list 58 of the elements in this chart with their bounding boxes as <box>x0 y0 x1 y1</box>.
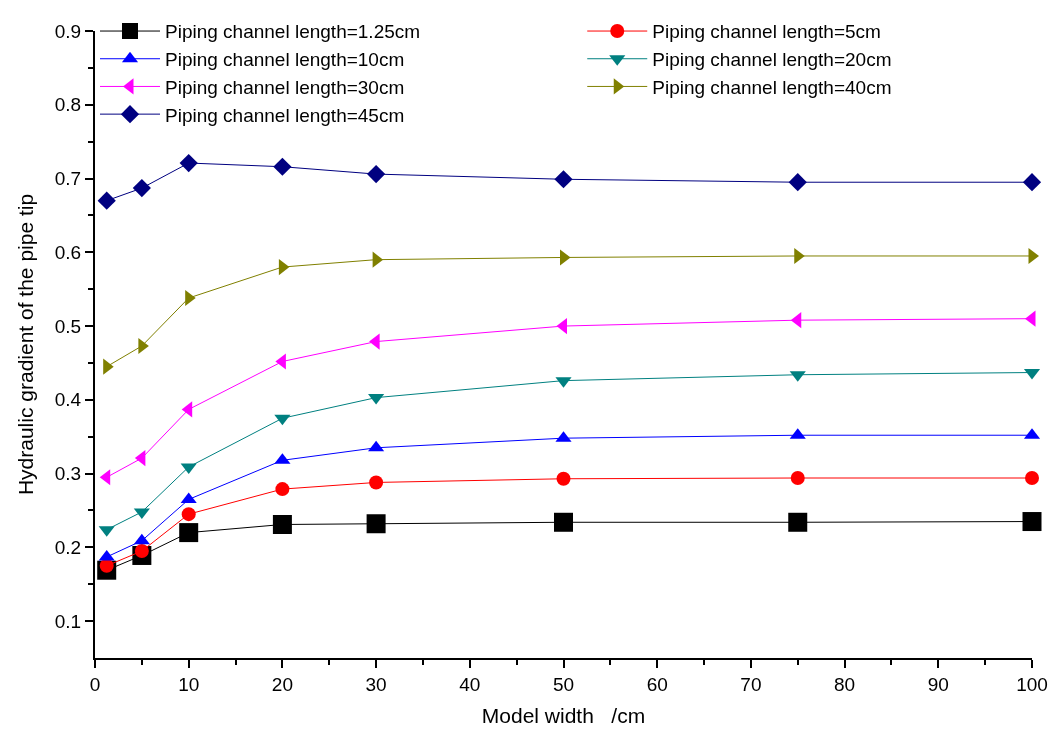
point <box>97 191 116 210</box>
y-tick-label: 0.5 <box>54 315 82 337</box>
point <box>788 173 807 192</box>
point <box>1022 173 1042 192</box>
legend-label: Piping channel length=1.25cm <box>165 21 421 43</box>
x-tick-label: 100 <box>1016 673 1048 695</box>
legend-label: Piping channel length=10cm <box>165 49 405 71</box>
point <box>179 153 198 173</box>
x-tick-label: 10 <box>178 673 200 695</box>
y-tick-label: 0.2 <box>54 537 82 558</box>
y-tick-label: 0.4 <box>54 389 82 411</box>
x-tick-label: 50 <box>552 673 575 695</box>
x-tick-label: 20 <box>271 673 293 695</box>
point <box>98 549 115 561</box>
point <box>368 440 385 452</box>
point <box>788 512 808 532</box>
point <box>367 165 386 184</box>
legend-label: Piping channel length=5cm <box>652 21 881 43</box>
point <box>99 469 111 486</box>
point <box>366 514 386 534</box>
x-tick-label: 30 <box>365 673 387 695</box>
legend-label: Piping channel length=30cm <box>165 76 405 98</box>
point <box>181 507 196 522</box>
legend-label: Piping channel length=45cm <box>165 104 405 126</box>
point <box>790 312 802 329</box>
point <box>275 482 290 497</box>
y-tick-label: 0.8 <box>54 94 82 116</box>
point <box>272 514 292 534</box>
x-tick-label: 40 <box>459 673 481 695</box>
point <box>790 471 805 485</box>
x-tick-label: 0 <box>89 673 101 695</box>
x-tick-label: 70 <box>740 673 762 695</box>
point <box>554 170 573 189</box>
x-tick-label: 80 <box>834 673 856 695</box>
point <box>1022 512 1042 532</box>
point <box>181 401 193 418</box>
point <box>134 450 146 467</box>
legend-label: Piping channel length=20cm <box>652 49 892 71</box>
x-tick-label: 90 <box>927 673 949 695</box>
x-tick-label: 60 <box>646 673 668 695</box>
point <box>274 414 291 426</box>
y-axis-title: Hydraulic gradient of the pipe tip <box>14 193 38 496</box>
point <box>132 179 151 198</box>
point <box>554 512 573 532</box>
point <box>1025 471 1039 485</box>
point <box>133 533 150 545</box>
y-tick-label: 0.3 <box>54 463 82 485</box>
y-tick-label: 0.7 <box>54 168 82 190</box>
point <box>369 475 384 490</box>
point <box>179 523 199 543</box>
y-tick-label: 0.9 <box>54 20 82 42</box>
point <box>556 471 571 486</box>
y-tick-label: 0.6 <box>54 241 82 263</box>
legend-label: Piping channel length=40cm <box>652 76 892 98</box>
y-tick-label: 0.1 <box>54 610 82 632</box>
point <box>372 251 384 268</box>
x-axis-title: Model width /cm <box>481 704 646 728</box>
point <box>273 157 292 176</box>
